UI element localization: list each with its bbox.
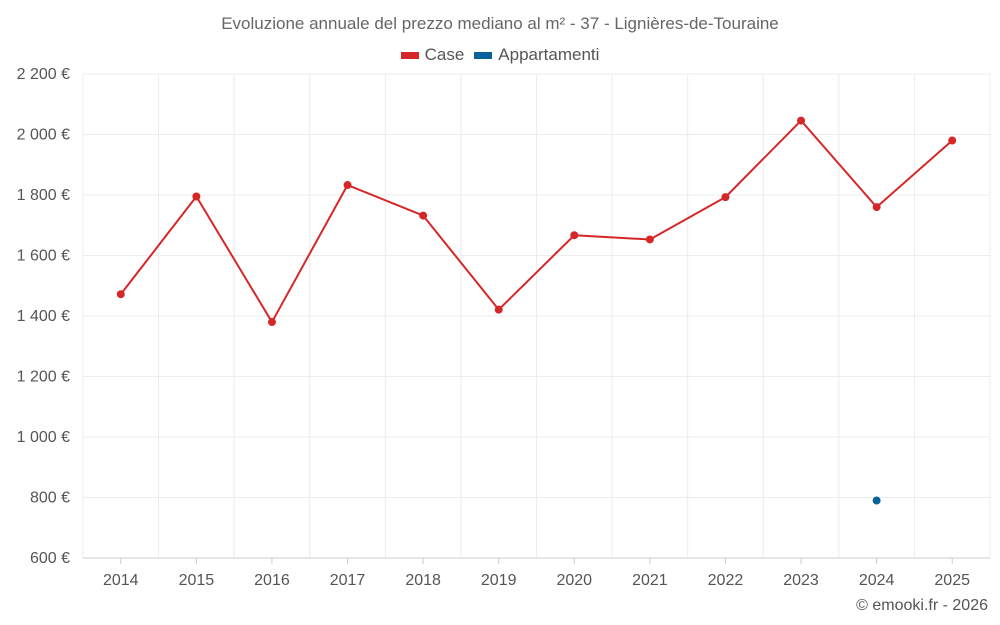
x-tick-label: 2025	[934, 572, 970, 589]
y-tick-label: 1 400 €	[17, 308, 70, 325]
x-tick-label: 2018	[405, 572, 441, 589]
y-tick-label: 600 €	[30, 550, 70, 567]
legend-label-case: Case	[424, 45, 465, 64]
x-tick-label: 2024	[859, 572, 895, 589]
x-tick-label: 2021	[632, 572, 668, 589]
legend-item-appartamenti[interactable]: Appartamenti	[474, 45, 599, 65]
y-tick-label: 800 €	[30, 490, 70, 507]
y-tick-label: 1 800 €	[17, 187, 70, 204]
axes: 600 € 800 € 1 000 € 1 200 € 1 400 € 1 600 € 1 …	[17, 66, 990, 589]
x-tick-label: 2023	[783, 572, 819, 589]
x-tick-label: 2020	[556, 572, 592, 589]
data-point-0	[570, 231, 579, 240]
data-point-0	[721, 193, 730, 202]
y-tick-label: 1 200 €	[17, 369, 70, 386]
credit-text: © emooki.fr - 2026	[856, 597, 988, 614]
x-tick-label: 2017	[330, 572, 366, 589]
chart-title: Evoluzione annuale del prezzo mediano al…	[221, 14, 779, 33]
legend-swatch-case	[400, 51, 419, 59]
data-point-0	[797, 116, 806, 125]
data-point-0	[116, 290, 125, 299]
y-tick-label: 1 600 €	[17, 248, 70, 265]
legend: Case Appartamenti	[0, 45, 1000, 65]
data-point-0	[267, 318, 276, 327]
y-tick-label: 1 000 €	[17, 429, 70, 446]
data-point-0	[343, 181, 352, 190]
data-point-1	[872, 496, 881, 505]
series-layer	[116, 116, 957, 505]
data-point-0	[948, 136, 957, 145]
data-point-0	[419, 211, 428, 220]
data-point-0	[192, 192, 201, 201]
y-tick-label: 2 000 €	[17, 127, 70, 144]
data-point-0	[494, 305, 503, 314]
x-tick-label: 2016	[254, 572, 290, 589]
grid	[82, 73, 991, 558]
legend-item-case[interactable]: Case	[400, 45, 465, 65]
series-line-0	[120, 119, 953, 324]
data-point-0	[872, 203, 881, 212]
y-tick-label: 2 200 €	[17, 66, 70, 83]
x-tick-label: 2019	[481, 572, 517, 589]
x-tick-label: 2014	[103, 572, 139, 589]
x-tick-label: 2015	[179, 572, 215, 589]
legend-swatch-appartamenti	[474, 51, 493, 59]
x-tick-label: 2022	[708, 572, 744, 589]
legend-label-appartamenti: Appartamenti	[498, 45, 600, 64]
data-point-0	[645, 235, 654, 244]
